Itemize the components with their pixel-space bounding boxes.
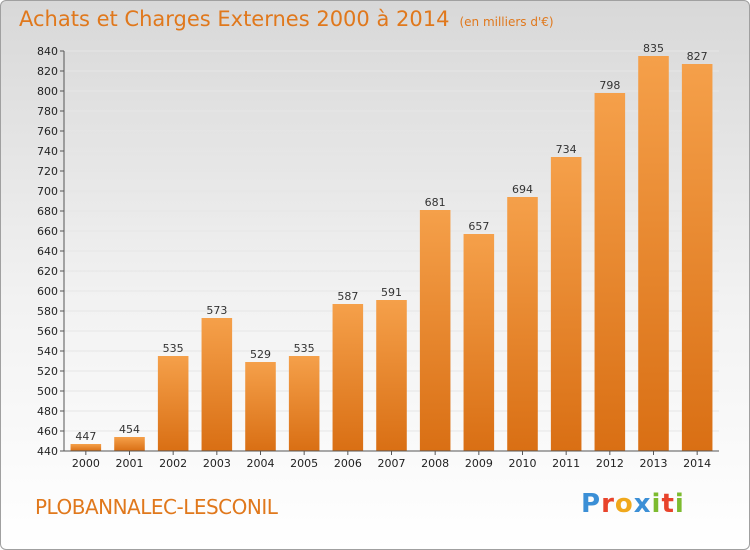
y-tick-label: 780 (37, 105, 58, 118)
y-tick-label: 720 (37, 165, 58, 178)
y-tick-label: 540 (37, 345, 58, 358)
x-tick-label: 2009 (465, 457, 493, 470)
x-axis: 2000 2001 2002 2003 2004 2005 2006 2007 2008 2009… (64, 450, 719, 470)
y-tick-label: 700 (37, 185, 58, 198)
y-tick-label: 840 (37, 45, 58, 58)
y-tick-label: 680 (37, 205, 58, 218)
bar (245, 362, 276, 451)
x-tick-label: 2014 (683, 457, 711, 470)
x-tick-label: 2008 (421, 457, 449, 470)
y-tick-label: 460 (37, 425, 58, 438)
bar (463, 234, 495, 451)
bar (594, 93, 626, 451)
data-label: 587 (337, 290, 358, 303)
y-tick-label: 480 (37, 405, 58, 418)
chart-unit-label: (en milliers d'€) (459, 15, 554, 29)
commune-name: PLOBANNALEC-LESCONIL (35, 495, 278, 519)
y-tick-label: 600 (37, 285, 58, 298)
logo-letter: x (633, 489, 652, 519)
y-tick-label: 580 (37, 305, 58, 318)
y-tick-label: 440 (37, 445, 58, 458)
x-tick-label: 2005 (290, 457, 318, 470)
data-label: 447 (75, 430, 96, 443)
bars: 447 454 535 573 529 535 587 591 681 657 694 734 798 8… (70, 42, 713, 451)
data-label: 591 (381, 286, 402, 299)
data-label: 454 (119, 423, 140, 436)
data-label: 681 (425, 196, 446, 209)
x-tick-label: 2006 (334, 457, 362, 470)
data-label: 573 (206, 304, 227, 317)
x-tick-label: 2004 (247, 457, 275, 470)
data-label: 798 (599, 79, 620, 92)
bar (201, 318, 233, 451)
bar (681, 64, 713, 451)
x-tick-label: 2010 (509, 457, 537, 470)
bar (507, 197, 538, 451)
bar (157, 356, 189, 451)
x-tick-label: 2013 (640, 457, 668, 470)
x-tick-label: 2000 (72, 457, 100, 470)
logo-letter: i (651, 489, 662, 519)
y-tick-label: 640 (37, 245, 58, 258)
chart-title-text: Achats et Charges Externes 2000 à 2014 (19, 7, 450, 31)
bar (419, 210, 451, 451)
bar (332, 304, 364, 451)
data-label: 535 (294, 342, 315, 355)
x-tick-label: 2007 (378, 457, 406, 470)
y-tick-label: 800 (37, 85, 58, 98)
logo-letter: t (661, 489, 675, 519)
y-tick-label: 560 (37, 325, 58, 338)
y-tick-label: 520 (37, 365, 58, 378)
logo-letter: r (601, 489, 615, 519)
data-label: 657 (468, 220, 489, 233)
x-tick-label: 2011 (552, 457, 580, 470)
bar (288, 356, 320, 451)
y-tick-label: 760 (37, 125, 58, 138)
data-label: 734 (556, 143, 577, 156)
data-label: 529 (250, 348, 271, 361)
chart-title: Achats et Charges Externes 2000 à 2014 (e… (19, 7, 554, 31)
logo-letter: o (614, 489, 634, 519)
logo-letter: P (581, 489, 602, 519)
y-tick-label: 820 (37, 65, 58, 78)
y-tick-label: 500 (37, 385, 58, 398)
y-tick-label: 660 (37, 225, 58, 238)
bar (114, 437, 145, 451)
y-tick-label: 740 (37, 145, 58, 158)
bar (376, 300, 407, 451)
x-tick-label: 2003 (203, 457, 231, 470)
y-tick-label: 620 (37, 265, 58, 278)
data-label: 827 (687, 50, 708, 63)
data-label: 535 (163, 342, 184, 355)
x-tick-label: 2012 (596, 457, 624, 470)
x-tick-label: 2002 (159, 457, 187, 470)
bar (550, 157, 582, 451)
proxiti-logo[interactable]: Proxiti (581, 489, 685, 519)
data-label: 835 (643, 42, 664, 55)
x-tick-label: 2001 (116, 457, 144, 470)
bar (70, 444, 102, 451)
logo-letter: i (674, 489, 685, 519)
y-axis: 440 460 480 500 520 540 560 580 600 620 640 660 680 7… (37, 45, 65, 458)
bar (638, 56, 669, 451)
data-label: 694 (512, 183, 533, 196)
